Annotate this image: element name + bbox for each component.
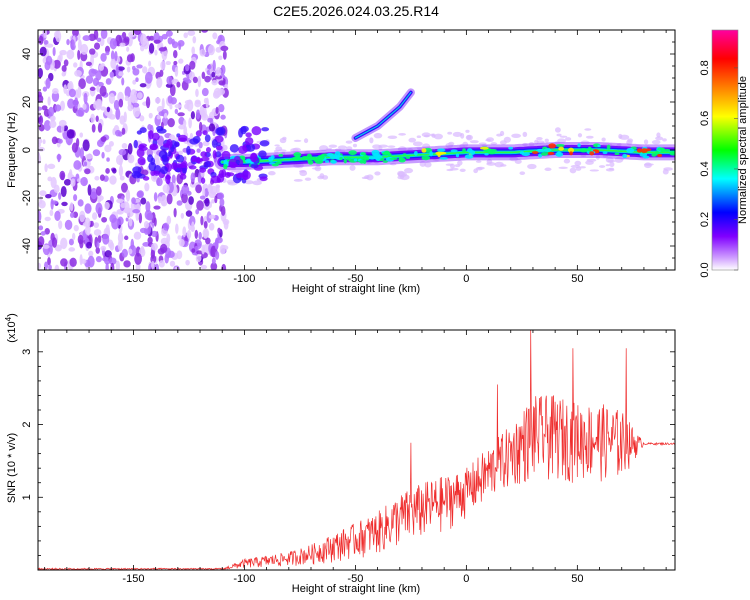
snr-marks	[38, 330, 675, 570]
snr-y-tick-label: 1	[21, 494, 33, 500]
snr-chart: -150 -100 -50 0 50 1 2 3 (x104) Height of stra…	[4, 313, 676, 595]
spectrogram-x-tick-label: -100	[233, 273, 255, 285]
spectrogram-ridge	[131, 125, 675, 185]
colorbar-tick-label: 0.2	[699, 212, 711, 227]
spectrogram-x-tick-label: -150	[122, 273, 144, 285]
spectrogram-marks	[38, 30, 675, 270]
snr-y-scale-label: (x104)	[4, 313, 18, 343]
colorbar-gradient	[712, 30, 738, 270]
spectrogram-chart: -150 -100 -50 0 50 -40 -20 0 20 40 Height of str…	[6, 29, 676, 295]
spectrogram-x-axis-label: Height of straight line (km)	[292, 283, 420, 295]
snr-x-axis-label: Height of straight line (km)	[292, 583, 420, 595]
colorbar-tick-label: 0.4	[699, 161, 711, 176]
spectrogram-x-tick-label: 50	[571, 273, 583, 285]
snr-y-tick-label: 2	[21, 421, 33, 427]
spectrogram-y-tick-label: -20	[21, 190, 33, 206]
snr-x-tick-label: 50	[571, 573, 583, 585]
snr-x-tick-label: -50	[347, 573, 363, 585]
snr-x-tick-label: -100	[233, 573, 255, 585]
colorbar-tick-label: 0.6	[699, 111, 711, 126]
snr-x-tick-label: -150	[122, 573, 144, 585]
snr-x-ticks: -150 -100 -50 0 50	[44, 330, 667, 585]
colorbar-tick-label: 0.0	[699, 262, 711, 277]
snr-series-line	[38, 330, 675, 570]
snr-plot-area	[38, 330, 675, 570]
colorbar-frame	[711, 29, 739, 271]
snr-y-tick-label: 3	[21, 349, 33, 355]
figure-title: C2E5.2026.024.03.25.R14	[273, 3, 439, 19]
colorbar-label: Normalized spectral amplitude	[737, 76, 749, 224]
spectrogram-x-tick-label: 0	[463, 273, 469, 285]
snr-frame	[37, 329, 676, 571]
spectrogram-y-tick-label: -40	[21, 238, 33, 254]
colorbar-tick-label: 0.8	[699, 60, 711, 75]
spectrogram-y-tick-label: 0	[21, 147, 33, 153]
spectrogram-branch	[351, 88, 415, 142]
snr-x-tick-label: 0	[463, 573, 469, 585]
spectrogram-y-ticks: -40 -20 0 20 40	[21, 29, 675, 271]
spectrogram-y-tick-label: 40	[21, 48, 33, 60]
colorbar: 0.0 0.2 0.4 0.6 0.8 Normalized spectral ampl…	[699, 29, 749, 278]
spectrogram-y-axis-label: Frequency (Hz)	[6, 112, 18, 188]
spectrogram-y-tick-label: 20	[21, 96, 33, 108]
snr-y-ticks: 1 2 3	[21, 349, 675, 556]
snr-y-axis-label: SNR (10 * v/v)	[6, 433, 18, 503]
spectrogram-x-ticks: -150 -100 -50 0 50	[44, 30, 667, 285]
colorbar-ticks: 0.0 0.2 0.4 0.6 0.8	[699, 60, 738, 278]
spectrogram-x-tick-label: -50	[347, 273, 363, 285]
